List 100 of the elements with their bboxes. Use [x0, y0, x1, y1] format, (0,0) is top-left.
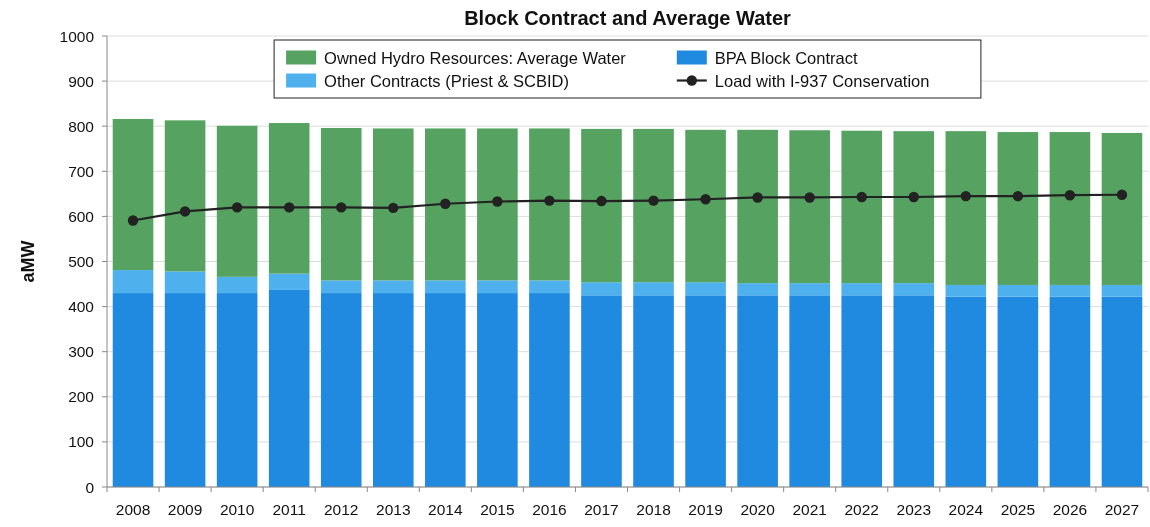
bar [997, 284, 1039, 297]
bar [268, 273, 310, 290]
bar [997, 296, 1039, 487]
bar [893, 131, 935, 284]
bar [841, 130, 883, 284]
x-tick-label: 2015 [480, 500, 515, 518]
y-tick-label: 1000 [59, 27, 95, 45]
x-tick-label: 2018 [636, 500, 671, 518]
point [648, 195, 659, 206]
bar [997, 132, 1039, 285]
bar [1101, 296, 1143, 487]
point [1012, 190, 1024, 202]
x-tick-label: 2011 [272, 500, 306, 518]
point [544, 195, 555, 206]
bar [320, 128, 362, 281]
bar [164, 293, 206, 487]
x-tick-label: 2021 [792, 500, 827, 518]
point [127, 215, 139, 226]
x-tick-label: 2020 [740, 500, 776, 518]
y-tick-label: 0 [85, 478, 95, 496]
x-tick-label: 2027 [1104, 500, 1140, 518]
bar [945, 131, 987, 285]
bar [633, 295, 674, 487]
legend-label: Other Contracts (Priest & SCBID) [324, 71, 569, 90]
point [231, 202, 243, 213]
bar [320, 293, 362, 487]
point [440, 198, 451, 209]
y-tick-label: 900 [68, 72, 95, 90]
point [492, 196, 503, 207]
bar [216, 125, 258, 277]
bar [112, 270, 154, 294]
bar [685, 295, 726, 487]
y-tick-label: 600 [68, 207, 95, 225]
bar [1049, 284, 1091, 297]
bar [216, 276, 258, 294]
bar [633, 128, 674, 283]
bar [789, 130, 830, 284]
bar [1049, 132, 1091, 285]
y-tick-label: 400 [68, 298, 95, 316]
y-tick-label: 200 [68, 388, 95, 406]
point [283, 202, 295, 213]
point [596, 195, 607, 207]
legend-label: BPA Block Contract [714, 48, 858, 67]
bar [685, 129, 726, 283]
x-tick-label: 2026 [1052, 500, 1088, 518]
x-tick-label: 2024 [948, 500, 984, 518]
bar [789, 283, 830, 296]
bar [841, 283, 883, 296]
bar [425, 128, 466, 281]
bar [112, 118, 154, 271]
x-tick-label: 2023 [896, 500, 932, 518]
chart-title: Block Contract and Average Water [464, 7, 792, 29]
point [752, 192, 763, 203]
bar [945, 296, 987, 487]
y-tick-label: 100 [68, 433, 95, 451]
bar [581, 295, 622, 487]
bar [581, 282, 622, 296]
y-axis-title: aMW [18, 240, 38, 283]
bar [529, 280, 570, 294]
bar [268, 289, 310, 487]
bar [372, 280, 414, 294]
x-tick-label: 2008 [115, 500, 151, 518]
point [908, 191, 919, 203]
point [856, 191, 867, 203]
bar [425, 293, 466, 487]
x-tick-label: 2016 [532, 500, 567, 518]
bar [268, 123, 310, 274]
point [1064, 190, 1076, 201]
point [1116, 189, 1128, 200]
legend-label: Load with I-937 Conservation [714, 71, 930, 90]
point [388, 202, 399, 214]
bar [529, 128, 570, 281]
x-tick-label: 2025 [1000, 500, 1036, 518]
x-tick-label: 2014 [428, 500, 463, 518]
bar [477, 280, 518, 294]
bar [841, 295, 883, 487]
bar [477, 293, 518, 487]
bar [945, 284, 987, 297]
y-tick-label: 500 [68, 253, 95, 270]
bar [893, 283, 935, 296]
bar [216, 293, 258, 487]
point [804, 192, 815, 203]
bar [737, 129, 778, 284]
bar [112, 293, 154, 487]
bar [893, 295, 935, 487]
bar [789, 295, 830, 487]
bar [737, 295, 778, 487]
bar [737, 283, 778, 296]
bar [372, 128, 414, 281]
bar [1101, 132, 1143, 285]
point [336, 202, 347, 213]
point [179, 206, 191, 217]
bar [685, 282, 726, 296]
y-tick-label: 700 [68, 162, 95, 180]
bar [164, 120, 206, 272]
x-tick-label: 2022 [844, 500, 879, 518]
point [700, 194, 711, 205]
bar [1101, 284, 1143, 297]
bar [477, 128, 518, 281]
x-tick-label: 2013 [376, 500, 411, 518]
